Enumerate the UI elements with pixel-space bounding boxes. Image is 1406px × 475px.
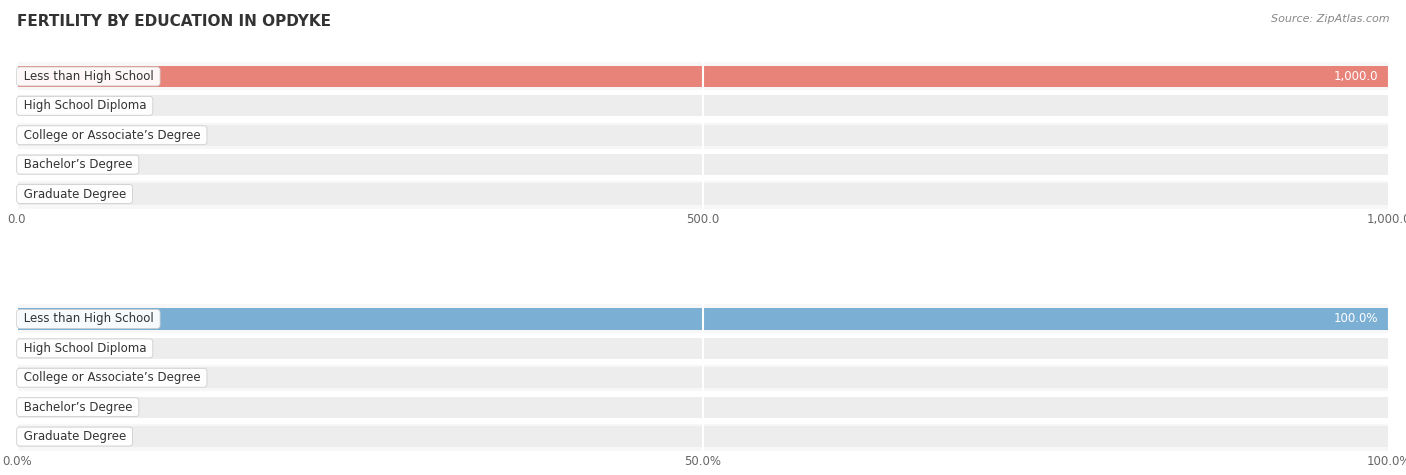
Text: FERTILITY BY EDUCATION IN OPDYKE: FERTILITY BY EDUCATION IN OPDYKE [17,14,330,29]
Bar [17,422,1389,451]
Text: 0.0: 0.0 [28,129,46,142]
Bar [17,304,1389,333]
Text: 0.0: 0.0 [28,99,46,113]
Text: 100.0%: 100.0% [1334,313,1378,325]
Bar [17,308,1389,330]
Text: Source: ZipAtlas.com: Source: ZipAtlas.com [1271,14,1389,24]
Text: 0.0: 0.0 [28,188,46,200]
Text: 0.0%: 0.0% [28,430,58,443]
Text: Bachelor’s Degree: Bachelor’s Degree [20,158,136,171]
Text: Graduate Degree: Graduate Degree [20,188,129,200]
Text: 0.0%: 0.0% [28,371,58,384]
Text: Less than High School: Less than High School [20,313,157,325]
Text: College or Associate’s Degree: College or Associate’s Degree [20,371,204,384]
Text: Less than High School: Less than High School [20,70,157,83]
Bar [17,392,1389,422]
Bar [17,367,1389,389]
Bar [17,183,1389,205]
Text: College or Associate’s Degree: College or Associate’s Degree [20,129,204,142]
Bar [17,363,1389,392]
Bar [17,66,1389,87]
Text: High School Diploma: High School Diploma [20,99,150,113]
Bar [17,121,1389,150]
Text: High School Diploma: High School Diploma [20,342,150,355]
Text: 1,000.0: 1,000.0 [1334,70,1378,83]
Bar [17,308,1389,330]
Text: 0.0: 0.0 [28,158,46,171]
Bar [17,124,1389,146]
Bar [17,154,1389,175]
Bar [17,150,1389,180]
Text: 0.0%: 0.0% [28,342,58,355]
Bar [17,66,1389,87]
Bar [17,180,1389,209]
Text: 0.0%: 0.0% [28,400,58,414]
Bar [17,95,1389,116]
Text: Bachelor’s Degree: Bachelor’s Degree [20,400,136,414]
Bar [17,426,1389,447]
Bar [17,91,1389,121]
Bar [17,397,1389,418]
Bar [17,338,1389,359]
Bar [17,62,1389,91]
Bar [17,333,1389,363]
Text: Graduate Degree: Graduate Degree [20,430,129,443]
